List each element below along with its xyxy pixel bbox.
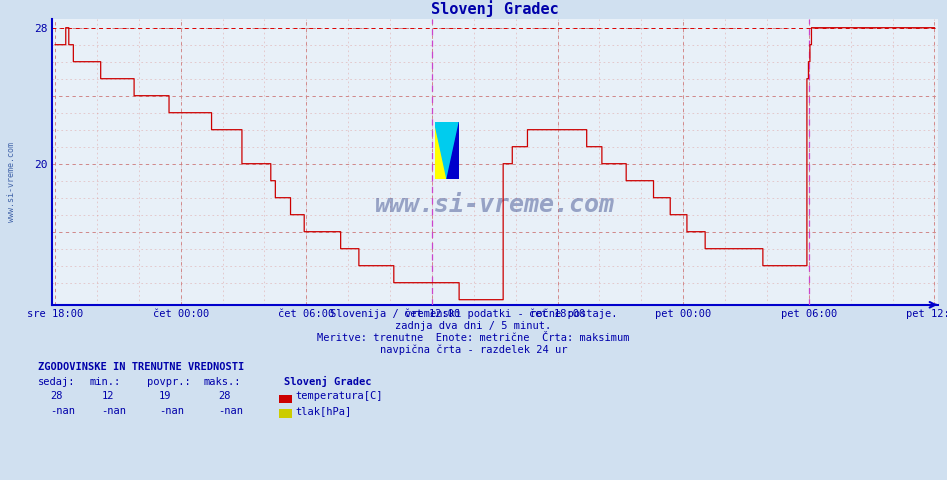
Text: zadnja dva dni / 5 minut.: zadnja dva dni / 5 minut. <box>396 321 551 331</box>
Text: -nan: -nan <box>101 406 126 416</box>
Text: -nan: -nan <box>50 406 75 416</box>
Title: Slovenj Gradec: Slovenj Gradec <box>431 0 559 17</box>
Text: 19: 19 <box>159 391 171 401</box>
Text: povpr.:: povpr.: <box>147 377 190 387</box>
Text: 28: 28 <box>50 391 63 401</box>
Text: navpična črta - razdelek 24 ur: navpična črta - razdelek 24 ur <box>380 344 567 355</box>
Text: -nan: -nan <box>218 406 242 416</box>
Text: Slovenija / vremenski podatki - ročne postaje.: Slovenija / vremenski podatki - ročne po… <box>330 308 617 319</box>
Polygon shape <box>435 122 459 179</box>
Text: Meritve: trenutne  Enote: metrične  Črta: maksimum: Meritve: trenutne Enote: metrične Črta: … <box>317 333 630 343</box>
Text: Slovenj Gradec: Slovenj Gradec <box>284 376 371 387</box>
Text: ZGODOVINSKE IN TRENUTNE VREDNOSTI: ZGODOVINSKE IN TRENUTNE VREDNOSTI <box>38 361 244 372</box>
Text: 12: 12 <box>101 391 114 401</box>
Text: www.si-vreme.com: www.si-vreme.com <box>7 143 16 222</box>
Text: www.si-vreme.com: www.si-vreme.com <box>375 193 615 217</box>
Text: min.:: min.: <box>90 377 121 387</box>
Polygon shape <box>435 122 447 179</box>
Text: sedaj:: sedaj: <box>38 377 76 387</box>
Polygon shape <box>447 122 459 179</box>
Text: tlak[hPa]: tlak[hPa] <box>295 406 351 416</box>
Text: temperatura[C]: temperatura[C] <box>295 391 383 401</box>
Text: 28: 28 <box>218 391 230 401</box>
Text: maks.:: maks.: <box>204 377 241 387</box>
Text: -nan: -nan <box>159 406 184 416</box>
